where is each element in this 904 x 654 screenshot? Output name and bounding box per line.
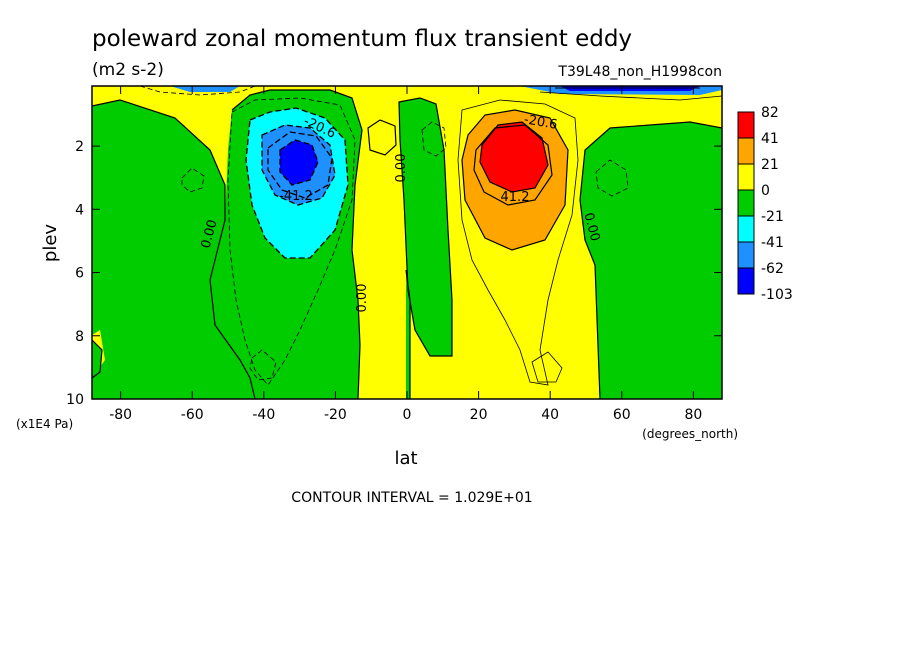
units-label: (m2 s-2) [92, 60, 164, 80]
colorbar-swatch [737, 111, 755, 139]
contour-labels: -20.6 -41.2 0.00 0.00 0.00 -20.6 41.2 0.… [199, 112, 603, 312]
y-tick-label: 4 [75, 202, 84, 218]
colorbar-swatch [737, 241, 755, 269]
colorbar-label: 82 [761, 105, 779, 121]
x-tick-label: -80 [109, 407, 132, 423]
chart-title: poleward zonal momentum flux transient e… [92, 26, 632, 52]
colorbar-label: -103 [761, 287, 793, 303]
top-blue-strip [170, 86, 240, 92]
colorbar-swatch [737, 163, 755, 191]
green-patch-south-pole [92, 340, 102, 378]
y-axis-label: plev [40, 224, 61, 263]
green-region-north [580, 122, 722, 399]
contour-label-5: 0.00 [394, 154, 409, 183]
y-tick-label: 6 [75, 266, 84, 282]
contour-label-7: 41.2 [501, 190, 530, 205]
x-tick-label: 80 [684, 407, 702, 423]
y-tick-label: 8 [75, 329, 84, 345]
x-units-label: (degrees_north) [642, 427, 738, 441]
colorbar-swatch [737, 189, 755, 217]
colorbar: 82 41 21 0 -21 -41 -62 -103 [737, 105, 793, 303]
x-tick-label: 0 [403, 407, 412, 423]
x-tick-label: 40 [541, 407, 559, 423]
zero-contours [91, 89, 723, 400]
colorbar-swatch [737, 215, 755, 243]
x-tick-label: 20 [470, 407, 488, 423]
contour-label-8: 0.00 [580, 211, 602, 243]
x-axis-ticks: -80 -60 -40 -20 0 20 40 60 80 [109, 86, 702, 423]
experiment-label: T39L48_non_H1998con [557, 64, 722, 80]
green-region-equator-strip [406, 270, 410, 399]
colorbar-label: -41 [761, 235, 784, 251]
weak-negative-contours [139, 85, 629, 386]
positive-contours [461, 109, 569, 251]
y-tick-label: 2 [75, 139, 84, 155]
x-tick-label: -60 [181, 407, 204, 423]
plot-area: -20.6 -41.2 0.00 0.00 0.00 -20.6 41.2 0.… [91, 85, 723, 400]
y-axis-ticks: 2 4 6 8 10 [66, 139, 722, 408]
negative-contours [245, 107, 349, 259]
green-region-south [92, 100, 255, 399]
y-units-label: (x1E4 Pa) [16, 417, 73, 431]
colorbar-label: 21 [761, 157, 779, 173]
x-tick-label: -40 [252, 407, 275, 423]
colorbar-label: 41 [761, 131, 779, 147]
contour-label-2: -41.2 [279, 189, 313, 204]
colorbar-swatch [737, 137, 755, 165]
contour-interval-note: CONTOUR INTERVAL = 1.029E+01 [291, 490, 532, 506]
y-tick-label: 10 [66, 392, 84, 408]
x-axis-label: lat [394, 448, 417, 469]
colorbar-label: -21 [761, 209, 784, 225]
red-region [480, 122, 548, 192]
green-region-equatorial [399, 98, 452, 356]
colorbar-label: 0 [761, 183, 770, 199]
contour-label-6: -20.6 [523, 112, 559, 133]
contour-label-3: 0.00 [199, 218, 221, 250]
colorbar-swatch [737, 267, 755, 295]
darkblue-region [280, 140, 318, 185]
weak-positive-contours [457, 91, 723, 386]
x-tick-label: 60 [613, 407, 631, 423]
contour-label-4: 0.00 [355, 284, 370, 313]
colorbar-label: -62 [761, 261, 784, 277]
x-tick-label: -20 [324, 407, 347, 423]
